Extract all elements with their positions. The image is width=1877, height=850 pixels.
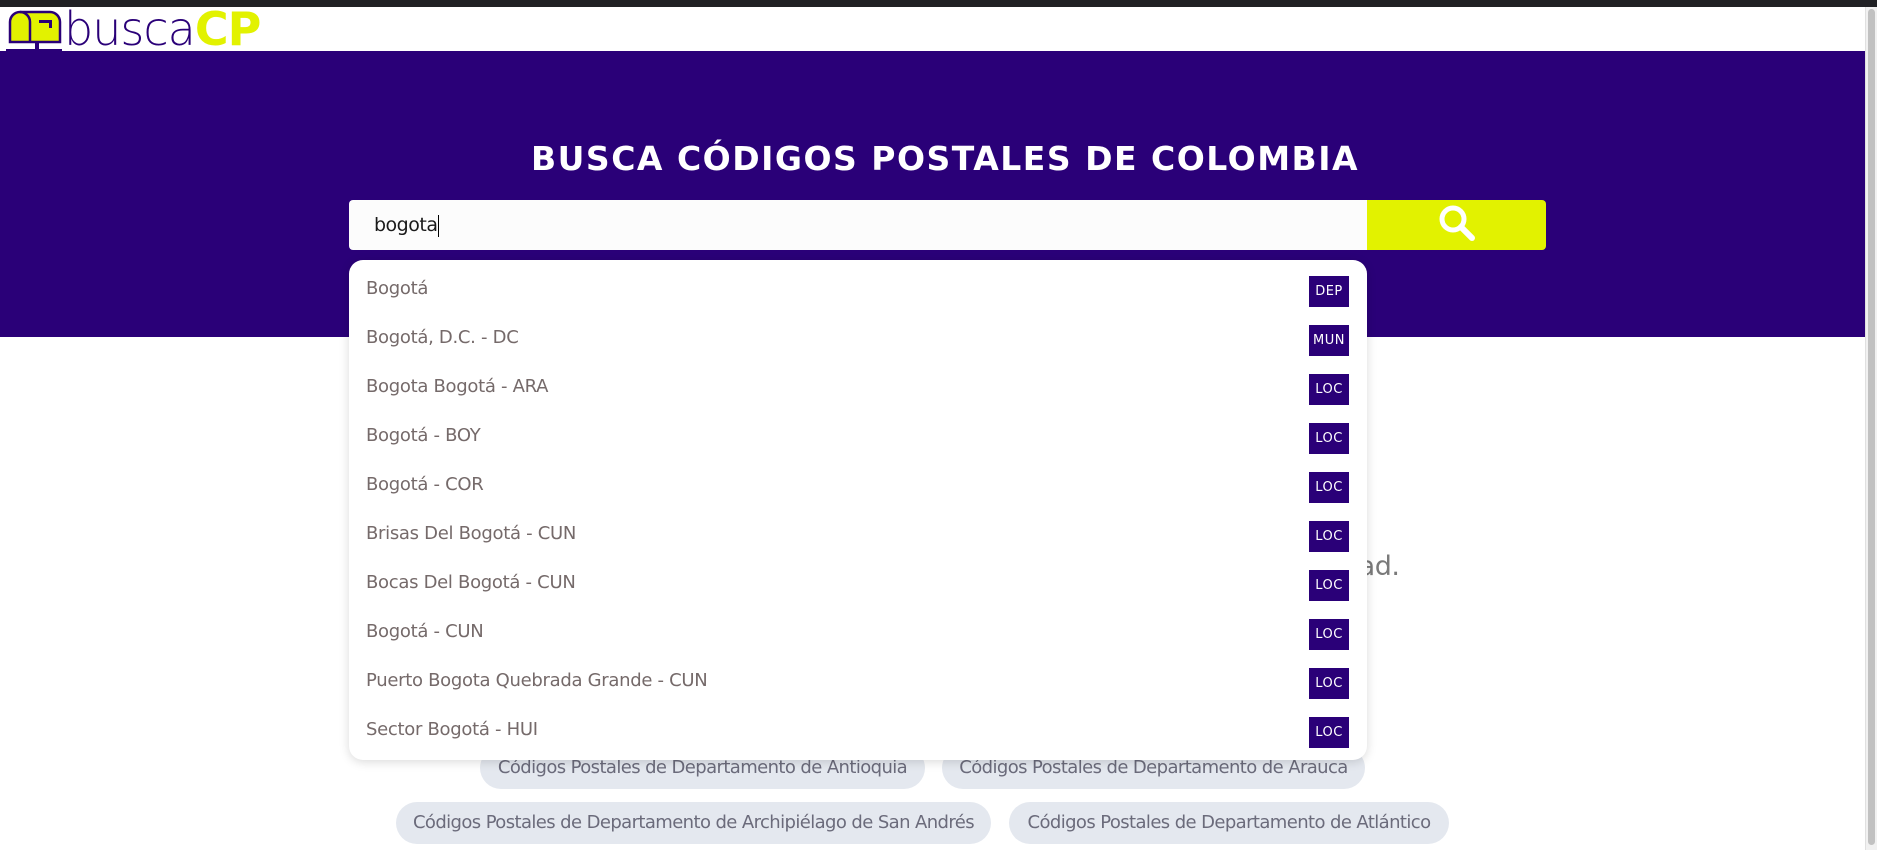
search-input-value: bogota bbox=[374, 214, 438, 236]
browser-top-bar bbox=[0, 0, 1877, 7]
suggestion-item[interactable]: Bogotá, D.C. - DC MUN bbox=[349, 313, 1367, 362]
suggestion-item[interactable]: Bogotá - CUN LOC bbox=[349, 607, 1367, 656]
department-link-atlantico[interactable]: Códigos Postales de Departamento de Atlá… bbox=[1009, 802, 1449, 844]
suggestion-label: Bogotá - BOY bbox=[366, 425, 481, 446]
suggestion-item[interactable]: Bogotá - COR LOC bbox=[349, 460, 1367, 509]
suggestion-label: Bocas Del Bogotá - CUN bbox=[366, 572, 576, 593]
suggestion-type-badge: LOC bbox=[1309, 668, 1349, 699]
department-link-san-andres[interactable]: Códigos Postales de Departamento de Arch… bbox=[396, 802, 991, 844]
suggestion-label: Bogotá, D.C. - DC bbox=[366, 327, 519, 348]
suggestion-label: Brisas Del Bogotá - CUN bbox=[366, 523, 577, 544]
search-input[interactable]: bogota bbox=[349, 200, 1367, 250]
suggestion-item[interactable]: Bocas Del Bogotá - CUN LOC bbox=[349, 558, 1367, 607]
suggestion-label: Bogotá bbox=[366, 278, 429, 299]
suggestion-item[interactable]: Brisas Del Bogotá - CUN LOC bbox=[349, 509, 1367, 558]
suggestion-type-badge: DEP bbox=[1309, 276, 1349, 307]
site-logo[interactable]: buscaCP bbox=[6, 6, 261, 52]
page-title: BUSCA CÓDIGOS POSTALES DE COLOMBIA bbox=[530, 139, 1360, 178]
suggestion-type-badge: LOC bbox=[1309, 521, 1349, 552]
suggestion-item[interactable]: Sector Bogotá - HUI LOC bbox=[349, 705, 1367, 754]
suggestion-item[interactable]: Bogotá - BOY LOC bbox=[349, 411, 1367, 460]
suggestion-type-badge: MUN bbox=[1309, 325, 1349, 356]
search-icon bbox=[1438, 204, 1476, 246]
suggestion-type-badge: LOC bbox=[1309, 619, 1349, 650]
suggestion-item[interactable]: Puerto Bogota Quebrada Grande - CUN LOC bbox=[349, 656, 1367, 705]
suggestion-item[interactable]: Bogota Bogotá - ARA LOC bbox=[349, 362, 1367, 411]
suggestion-type-badge: LOC bbox=[1309, 570, 1349, 601]
suggestion-item[interactable]: Bogotá DEP bbox=[349, 264, 1367, 313]
logo-text-busca: busca bbox=[64, 2, 196, 56]
scrollbar-thumb[interactable] bbox=[1868, 9, 1875, 845]
suggestion-label: Sector Bogotá - HUI bbox=[366, 719, 538, 740]
autocomplete-dropdown: Bogotá DEP Bogotá, D.C. - DC MUN Bogota … bbox=[349, 260, 1367, 760]
suggestion-type-badge: LOC bbox=[1309, 374, 1349, 405]
suggestion-label: Bogotá - COR bbox=[366, 474, 484, 495]
search-button[interactable] bbox=[1367, 200, 1546, 250]
page-scrollbar[interactable] bbox=[1865, 7, 1877, 850]
text-caret bbox=[438, 214, 440, 237]
suggestion-label: Puerto Bogota Quebrada Grande - CUN bbox=[366, 670, 708, 691]
logo-wordmark: buscaCP bbox=[64, 6, 261, 52]
suggestion-type-badge: LOC bbox=[1309, 472, 1349, 503]
suggestion-type-badge: LOC bbox=[1309, 717, 1349, 748]
suggestion-label: Bogotá - CUN bbox=[366, 621, 484, 642]
mailbox-icon bbox=[6, 6, 62, 52]
logo-text-cp: CP bbox=[194, 2, 261, 56]
suggestion-label: Bogota Bogotá - ARA bbox=[366, 376, 549, 397]
suggestion-type-badge: LOC bbox=[1309, 423, 1349, 454]
